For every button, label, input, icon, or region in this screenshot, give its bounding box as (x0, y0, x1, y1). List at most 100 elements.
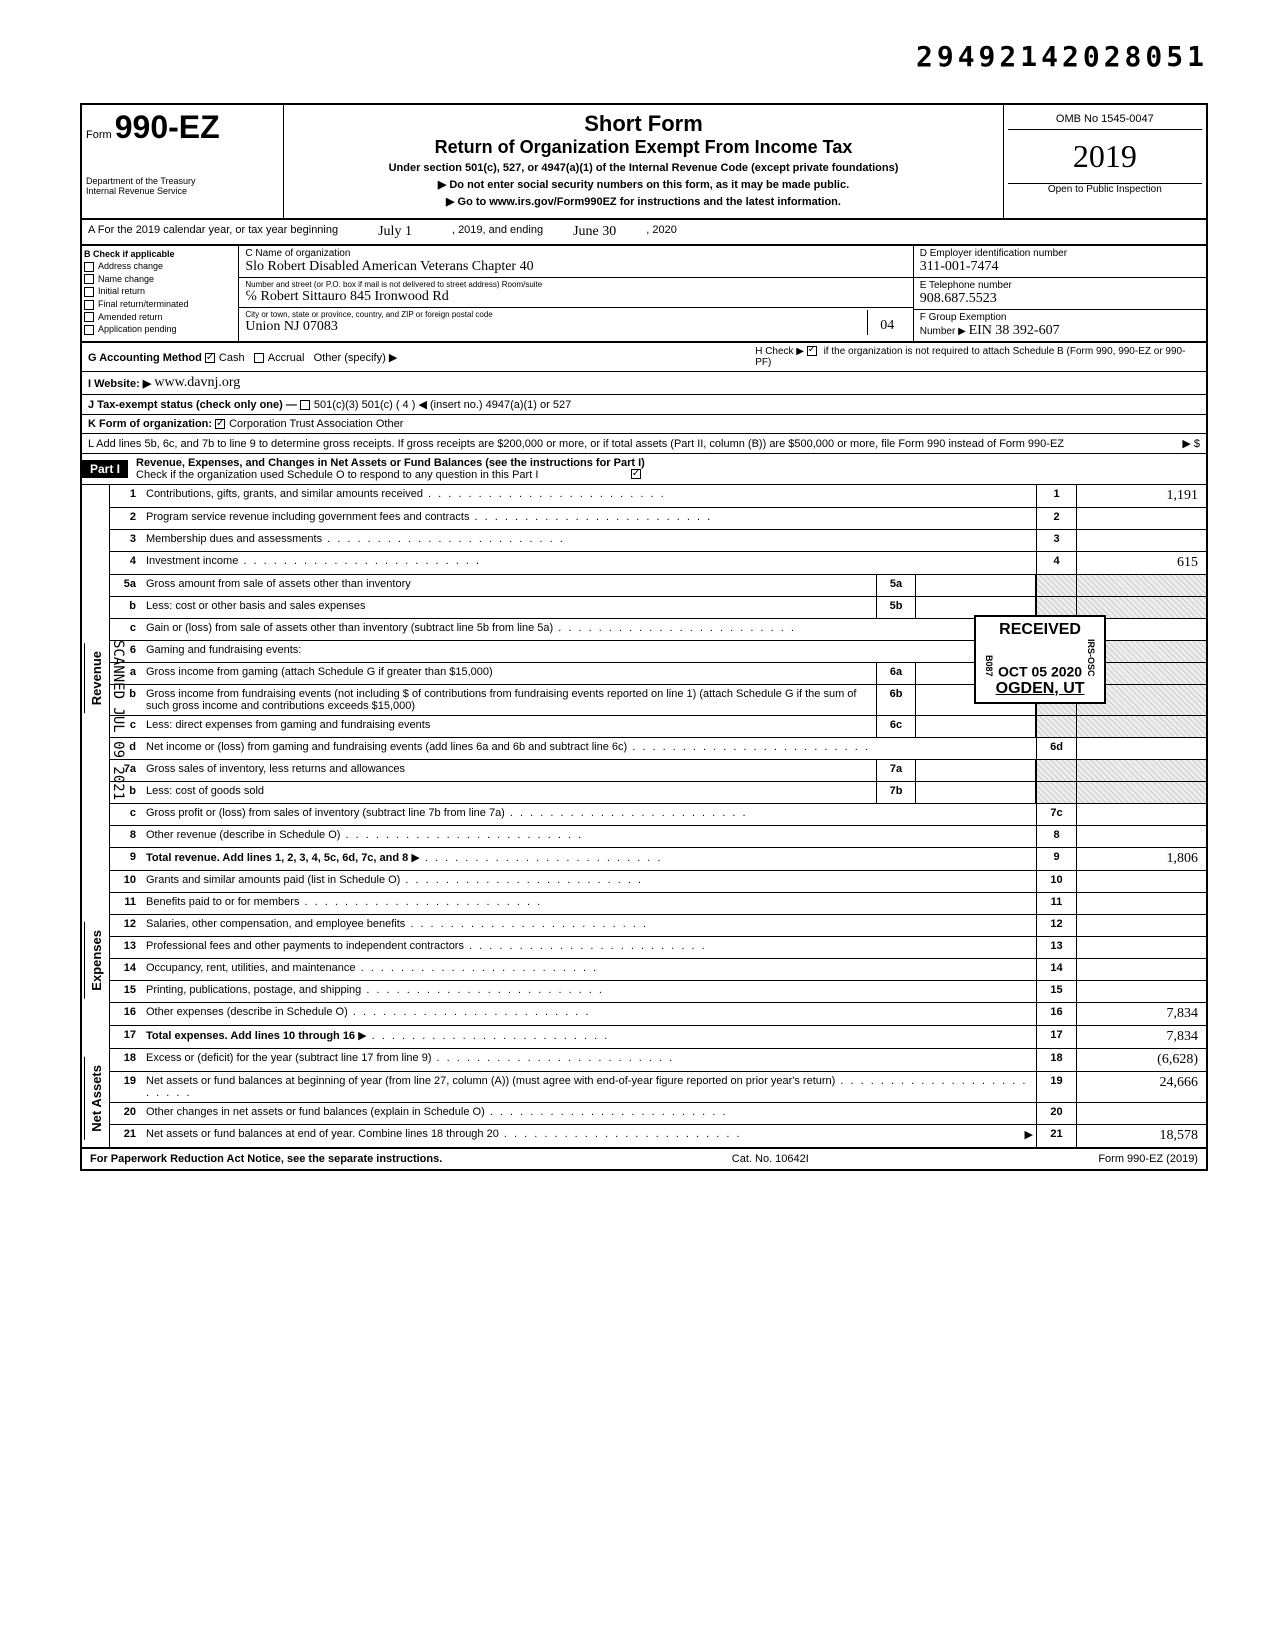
org-addr: ℅ Robert Sittauro 845 Ironwood Rd (245, 289, 906, 305)
row-k: K Form of organization: Corporation Trus… (80, 415, 1208, 434)
dept-1: Department of the Treasury (86, 176, 279, 186)
footer: For Paperwork Reduction Act Notice, see … (80, 1149, 1208, 1171)
line-10: Grants and similar amounts paid (list in… (140, 871, 1036, 892)
line-17-val: 7,834 (1076, 1026, 1206, 1048)
header-number: 29492142028051 (80, 40, 1208, 73)
received-date: OCT 05 2020 (998, 664, 1082, 680)
b-item[interactable]: Initial return (84, 285, 236, 298)
dept-2: Internal Revenue Service (86, 186, 279, 196)
form-number: 990-EZ (115, 109, 220, 145)
line-21: Net assets or fund balances at end of ye… (140, 1125, 1022, 1147)
expenses-section: Expenses 10Grants and similar amounts pa… (80, 871, 1208, 1049)
inspection-label: Open to Public Inspection (1008, 184, 1202, 195)
line-20: Other changes in net assets or fund bala… (140, 1103, 1036, 1124)
part1-check: Check if the organization used Schedule … (136, 469, 538, 481)
b-item[interactable]: Final return/terminated (84, 298, 236, 311)
a-end: June 30 (573, 224, 616, 240)
row-a: A For the 2019 calendar year, or tax yea… (80, 220, 1208, 246)
line-9: Total revenue. Add lines 1, 2, 3, 4, 5c,… (146, 852, 408, 864)
revenue-section: Revenue 1Contributions, gifts, grants, a… (80, 485, 1208, 871)
part1-header: Part I Revenue, Expenses, and Changes in… (80, 454, 1208, 485)
line-17: Total expenses. Add lines 10 through 16 (146, 1030, 355, 1042)
received-title: RECEIVED (984, 621, 1096, 639)
cash-checkbox[interactable] (205, 353, 215, 363)
j-label: J Tax-exempt status (check only one) — (88, 399, 297, 411)
line-3: Membership dues and assessments (140, 530, 1036, 551)
i-label: I Website: ▶ (88, 377, 151, 390)
footer-left: For Paperwork Reduction Act Notice, see … (90, 1153, 442, 1165)
l-text: L Add lines 5b, 6c, and 7b to line 9 to … (88, 438, 1064, 450)
line-8: Other revenue (describe in Schedule O) (140, 826, 1036, 847)
h-text: if the organization is not required to a… (755, 346, 1185, 368)
accrual-checkbox[interactable] (254, 353, 264, 363)
netassets-label: Net Assets (84, 1057, 108, 1140)
line-6c: Less: direct expenses from gaming and fu… (140, 716, 876, 737)
f-label: F Group Exemption (920, 312, 1200, 323)
tax-year: 2019 (1008, 130, 1202, 184)
line-6d: Net income or (loss) from gaming and fun… (140, 738, 1036, 759)
part1-title: Revenue, Expenses, and Changes in Net As… (136, 457, 645, 469)
line-5a: Gross amount from sale of assets other t… (140, 575, 876, 596)
form-warn2: ▶ Go to www.irs.gov/Form990EZ for instru… (290, 195, 996, 208)
corp-checkbox[interactable] (215, 419, 225, 429)
d-label: D Employer identification number (920, 248, 1200, 259)
org-name: Slo Robert Disabled American Veterans Ch… (245, 259, 906, 275)
row-i: I Website: ▶ www.davnj.org (80, 372, 1208, 395)
row-l: L Add lines 5b, 6c, and 7b to line 9 to … (80, 434, 1208, 454)
line-7a: Gross sales of inventory, less returns a… (140, 760, 876, 781)
line-21-val: 18,578 (1076, 1125, 1206, 1147)
a-mid: , 2019, and ending (452, 224, 543, 240)
form-label: Form (86, 129, 112, 141)
b-item[interactable]: Application pending (84, 323, 236, 336)
footer-mid: Cat. No. 10642I (732, 1153, 809, 1165)
e-label: E Telephone number (920, 280, 1200, 291)
line-1-val: 1,191 (1076, 485, 1206, 507)
b-item[interactable]: Address change (84, 260, 236, 273)
line-2: Program service revenue including govern… (140, 508, 1036, 529)
form-subtitle: Return of Organization Exempt From Incom… (290, 137, 996, 158)
line-18-val: (6,628) (1076, 1049, 1206, 1071)
line-7b: Less: cost of goods sold (140, 782, 876, 803)
line-6b: Gross income from fundraising events (no… (140, 685, 876, 715)
line-7c: Gross profit or (loss) from sales of inv… (140, 804, 1036, 825)
h-label: H Check ▶ (755, 346, 804, 357)
line-12: Salaries, other compensation, and employ… (140, 915, 1036, 936)
row-g-h: G Accounting Method Cash Accrual Other (… (80, 343, 1208, 372)
b-header: B Check if applicable (84, 248, 236, 260)
line-9-val: 1,806 (1076, 848, 1206, 870)
line-5c: Gain or (loss) from sale of assets other… (140, 619, 1036, 640)
line-1: Contributions, gifts, grants, and simila… (140, 485, 1036, 507)
c-label: C Name of organization (245, 248, 906, 259)
k-opts: Corporation Trust Association Other (229, 418, 403, 430)
website: www.davnj.org (154, 375, 240, 391)
line-6a: Gross income from gaming (attach Schedul… (140, 663, 876, 684)
line-6: Gaming and fundraising events: (140, 641, 1036, 662)
line-13: Professional fees and other payments to … (140, 937, 1036, 958)
line-16-val: 7,834 (1076, 1003, 1206, 1025)
j-opts: 501(c)(3) 501(c) ( 4 ) ◀ (insert no.) 49… (314, 398, 571, 411)
telephone: 908.687.5523 (920, 291, 1200, 307)
line-16: Other expenses (describe in Schedule O) (140, 1003, 1036, 1025)
b-item[interactable]: Amended return (84, 311, 236, 324)
g-label: G Accounting Method (88, 352, 202, 364)
a-endyear: , 2020 (646, 224, 677, 240)
h-checkbox[interactable] (807, 346, 817, 356)
l-arrow: ▶ $ (1182, 437, 1200, 450)
received-location: OGDEN, UT (984, 680, 1096, 698)
line-14: Occupancy, rent, utilities, and maintena… (140, 959, 1036, 980)
ein: 311-001-7474 (920, 259, 1200, 275)
a-label: A For the 2019 calendar year, or tax yea… (88, 224, 338, 240)
omb-number: OMB No 1545-0047 (1008, 109, 1202, 130)
c-city-label: City or town, state or province, country… (245, 310, 866, 319)
form-under: Under section 501(c), 527, or 4947(a)(1)… (290, 162, 996, 174)
netassets-section: Net Assets 18Excess or (deficit) for the… (80, 1049, 1208, 1149)
line-19-val: 24,666 (1076, 1072, 1206, 1102)
b-item[interactable]: Name change (84, 273, 236, 286)
revenue-label: Revenue (84, 643, 108, 713)
line-15: Printing, publications, postage, and shi… (140, 981, 1036, 1002)
f-label2: Number ▶ (920, 326, 966, 337)
a-begin: July 1 (378, 224, 412, 240)
schedule-o-checkbox[interactable] (631, 469, 641, 479)
line-18: Excess or (deficit) for the year (subtra… (140, 1049, 1036, 1071)
line-11: Benefits paid to or for members (140, 893, 1036, 914)
